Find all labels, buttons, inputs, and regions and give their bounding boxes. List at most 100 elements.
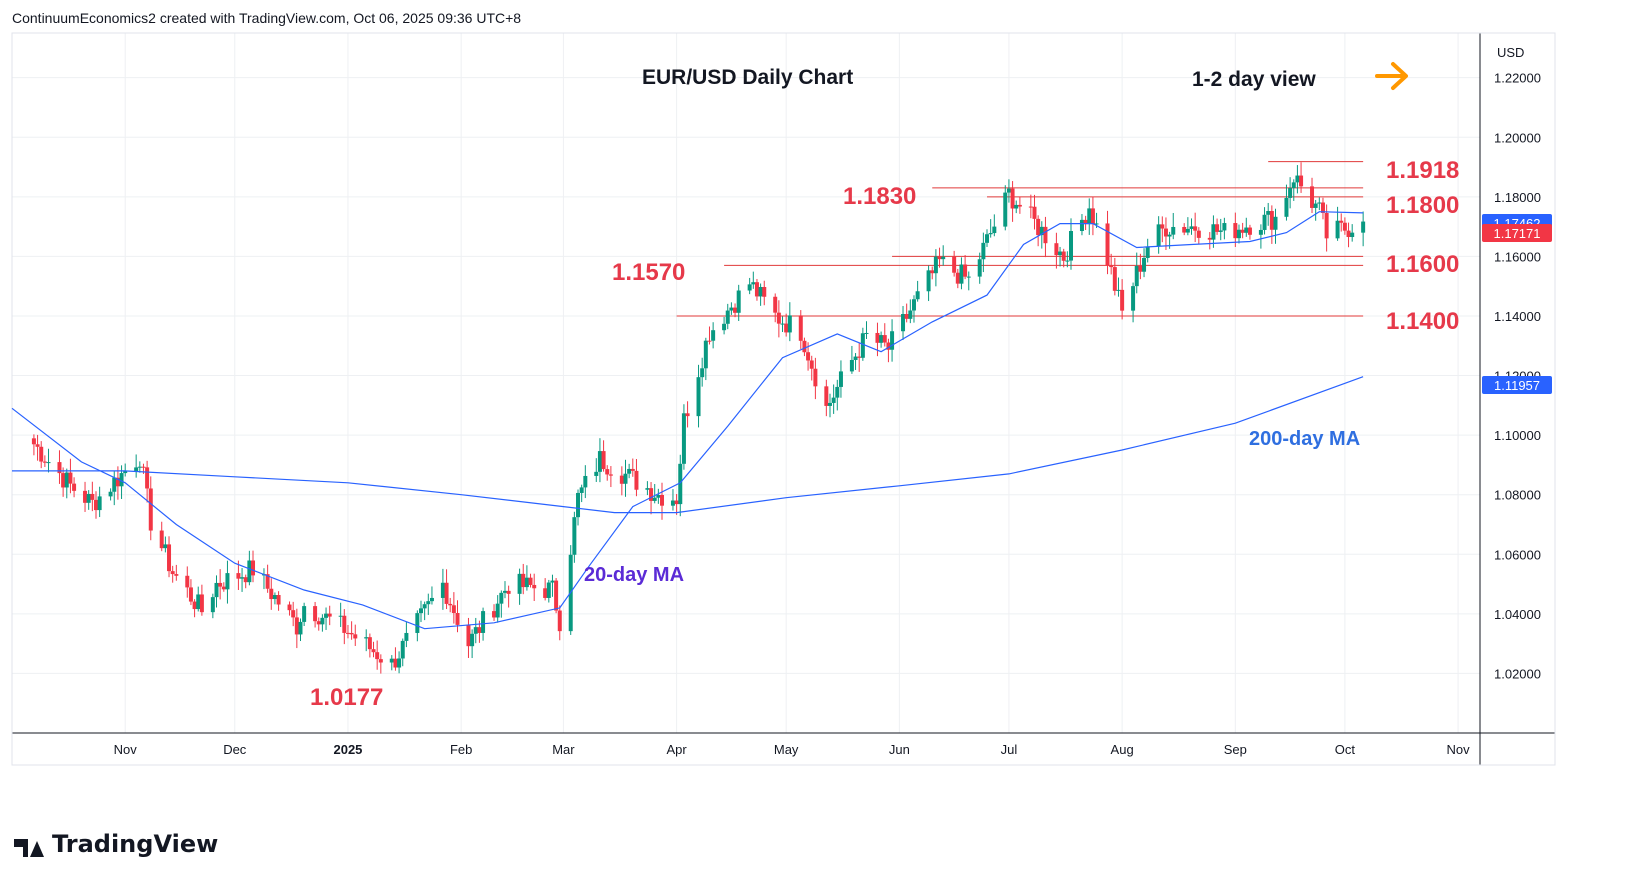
candle-body: [886, 342, 891, 350]
candle: [389, 655, 394, 671]
candle-body: [451, 605, 456, 613]
candle: [711, 322, 716, 349]
candle-body: [57, 462, 62, 474]
candle: [1299, 162, 1304, 193]
candle-body: [371, 649, 376, 653]
candle-body: [327, 613, 332, 617]
candle-body: [711, 330, 716, 341]
x-tick-label: Feb: [450, 742, 472, 757]
candle: [1215, 218, 1220, 235]
candle: [86, 490, 91, 510]
candle: [926, 265, 931, 302]
candle: [72, 477, 77, 498]
candle: [214, 575, 219, 608]
candle-body: [656, 494, 661, 498]
candle-body: [882, 335, 887, 343]
candle-body: [1054, 243, 1059, 256]
candle-body: [831, 397, 836, 403]
candle-body: [236, 573, 241, 579]
candle: [849, 345, 854, 374]
candle: [364, 629, 369, 652]
candle-body: [426, 601, 431, 605]
candle-body: [247, 560, 252, 583]
candle: [1160, 216, 1165, 243]
candle-body: [353, 634, 358, 639]
candle: [798, 310, 803, 349]
candle: [97, 486, 102, 518]
candle-body: [1350, 232, 1355, 238]
candle-body: [528, 577, 533, 585]
candle: [225, 560, 230, 604]
candle-body: [35, 444, 40, 447]
candle: [911, 295, 916, 323]
candle: [864, 321, 869, 339]
candle: [656, 488, 661, 504]
candle-body: [39, 446, 44, 462]
candle: [145, 460, 150, 503]
candle-body: [1043, 226, 1048, 244]
candle-body: [780, 323, 785, 325]
candle: [773, 293, 778, 323]
candle-body: [1346, 230, 1351, 238]
candle-body: [1317, 202, 1322, 204]
candle: [320, 614, 325, 632]
tradingview-logo[interactable]: TradingView: [14, 830, 218, 858]
level-label: 1.1830: [843, 183, 916, 210]
candle-body: [1083, 219, 1088, 225]
candle: [722, 316, 727, 335]
candle-body: [1247, 227, 1252, 235]
candle-body: [583, 475, 588, 488]
candle: [1240, 222, 1245, 239]
candle: [963, 255, 968, 280]
candle: [1032, 194, 1037, 230]
candle: [83, 481, 88, 512]
candle: [941, 245, 946, 266]
candle: [707, 326, 712, 345]
candle: [754, 278, 759, 301]
candle: [1350, 224, 1355, 242]
candle: [470, 629, 475, 659]
candle: [886, 338, 891, 363]
candle: [933, 249, 938, 287]
candle-body: [901, 314, 906, 332]
candle-body: [1291, 182, 1296, 189]
candle-body: [1145, 246, 1150, 258]
candle: [393, 647, 398, 671]
candle-body: [397, 658, 402, 668]
candle: [1054, 232, 1059, 269]
candle-body: [342, 615, 347, 633]
candle: [992, 214, 997, 237]
candle: [623, 459, 628, 497]
candle: [597, 438, 602, 483]
candle-body: [287, 604, 292, 611]
candle-body: [1236, 229, 1241, 239]
candle: [137, 461, 142, 473]
candle-body: [83, 490, 88, 503]
candle-body: [1160, 224, 1165, 229]
candle-body: [415, 613, 420, 633]
candle: [1065, 251, 1070, 268]
candle: [1342, 217, 1347, 235]
candle-body: [1087, 208, 1092, 225]
candle-body: [645, 488, 650, 490]
candle-body: [46, 462, 51, 464]
candle: [499, 590, 504, 618]
candle-body: [864, 332, 869, 334]
candle-body: [1273, 216, 1278, 230]
candle: [1244, 217, 1249, 237]
candle: [265, 564, 270, 593]
candle: [61, 467, 66, 497]
candle-body: [853, 356, 858, 360]
candle: [221, 582, 226, 592]
candle: [1207, 232, 1212, 250]
candle-body: [696, 377, 701, 417]
price-badge-label: 1.11957: [1494, 378, 1540, 393]
candle: [46, 448, 51, 473]
candle: [440, 568, 445, 610]
candle-body: [1065, 260, 1070, 262]
candle-body: [349, 632, 354, 635]
candle: [448, 597, 453, 613]
candle-body: [375, 652, 380, 660]
x-tick-label: Dec: [223, 742, 247, 757]
